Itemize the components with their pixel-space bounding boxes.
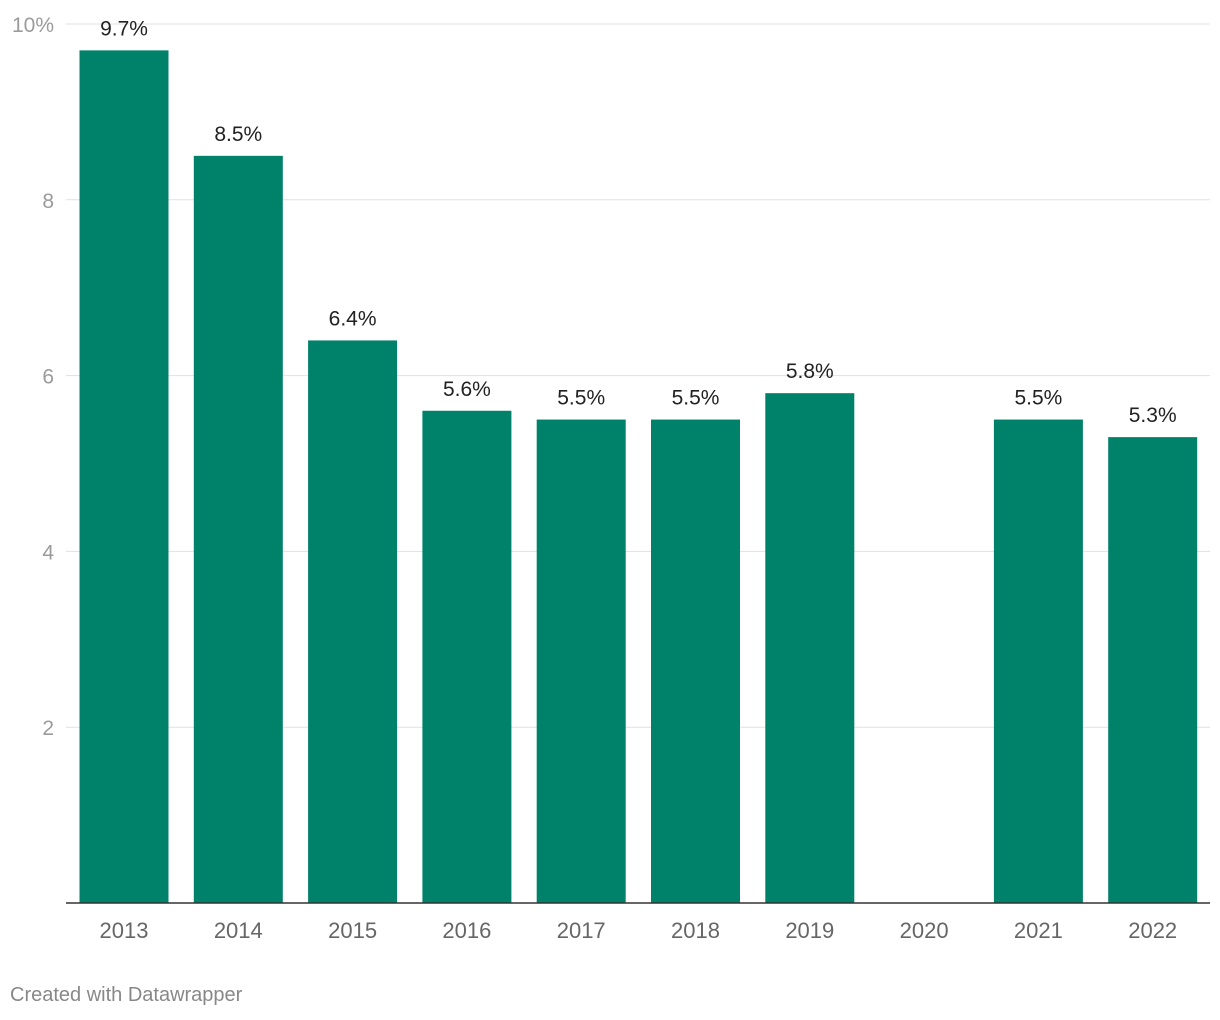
bar-2017: [536, 419, 626, 903]
y-axis-ticks: 10% 8 6 4 2: [12, 14, 54, 740]
data-label-2013: 9.7%: [100, 17, 148, 40]
data-label-2019: 5.8%: [786, 360, 834, 383]
data-label-2022: 5.3%: [1129, 404, 1177, 427]
bar-2018: [651, 419, 740, 903]
data-label-2015: 6.4%: [329, 307, 377, 330]
data-label-2016: 5.6%: [443, 378, 491, 401]
bar-2016: [422, 410, 512, 903]
x-tick-2021: 2021: [1014, 918, 1063, 943]
x-tick-2014: 2014: [214, 918, 263, 943]
x-tick-2018: 2018: [671, 918, 720, 943]
x-tick-2015: 2015: [328, 918, 377, 943]
bar-2015: [308, 340, 398, 903]
bar-2014: [193, 155, 283, 904]
x-tick-2016: 2016: [442, 918, 491, 943]
bar-2013: [79, 50, 169, 904]
data-label-2021: 5.5%: [1014, 387, 1062, 410]
x-axis-ticks: 2013 2014 2015 2016 2017 2018 2019 2020 2021 2022: [100, 918, 1178, 943]
bar-2021: [993, 419, 1083, 903]
x-tick-2019: 2019: [785, 918, 834, 943]
bars: [79, 50, 1198, 904]
footer-credit: Created with Datawrapper: [10, 984, 243, 1006]
bar-chart: 10% 8 6 4 2 9.7% 8.5% 6.4% 5.6% 5.5% 5.5% 5.8% 5.5%…: [12, 14, 1210, 943]
x-tick-2022: 2022: [1128, 918, 1177, 943]
data-label-2014: 8.5%: [214, 123, 262, 146]
y-tick-label: 8: [42, 190, 54, 213]
x-tick-2020: 2020: [900, 918, 949, 943]
y-tick-label: 10%: [12, 14, 54, 37]
y-tick-label: 2: [42, 717, 54, 740]
y-tick-label: 4: [42, 541, 54, 564]
bar-2022: [1108, 437, 1198, 903]
data-labels: 9.7% 8.5% 6.4% 5.6% 5.5% 5.5% 5.8% 5.5% 5.3%: [100, 17, 1177, 427]
y-tick-label: 6: [42, 366, 54, 389]
data-label-2018: 5.5%: [672, 387, 720, 410]
bar-2019: [765, 393, 855, 903]
x-tick-2017: 2017: [557, 918, 606, 943]
x-tick-2013: 2013: [100, 918, 149, 943]
data-label-2017: 5.5%: [557, 387, 605, 410]
